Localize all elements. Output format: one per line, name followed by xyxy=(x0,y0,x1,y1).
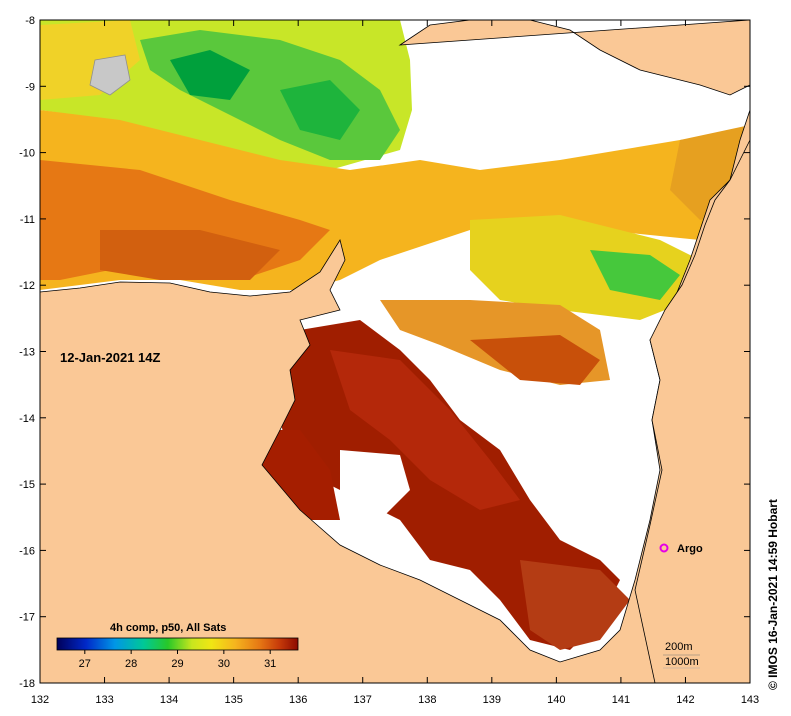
argo-label: Argo xyxy=(677,543,703,555)
x-tick-label: 135 xyxy=(224,694,242,706)
y-tick-label: -9 xyxy=(25,81,35,93)
x-tick-label: 132 xyxy=(31,694,49,706)
y-tick-label: -11 xyxy=(20,214,35,226)
colorbar-ticks: 27 28 29 30 31 xyxy=(79,650,276,670)
y-tick-label: -16 xyxy=(19,545,35,557)
y-tick-label: -14 xyxy=(19,413,35,425)
x-tick-label: 142 xyxy=(676,694,694,706)
colorbar-tick-label: 30 xyxy=(218,658,230,670)
x-tick-label: 141 xyxy=(612,694,630,706)
y-tick-label: -18 xyxy=(19,678,35,690)
x-tick-label: 133 xyxy=(95,694,113,706)
x-tick-label: 138 xyxy=(418,694,436,706)
argo-marker-icon xyxy=(659,543,669,553)
colorbar-tick-label: 31 xyxy=(264,658,276,670)
y-tick-label: -12 xyxy=(19,280,35,292)
y-tick-label: -15 xyxy=(19,479,35,491)
x-tick-label: 143 xyxy=(741,694,759,706)
y-tick-label: -13 xyxy=(19,347,35,359)
colorbar-gradient xyxy=(56,637,299,651)
argo-float[interactable]: Argo xyxy=(659,543,703,555)
colorbar-tick-label: 29 xyxy=(171,658,183,670)
x-axis: 132 133 134 135 136 137 138 139 140 141 142 143 xyxy=(31,20,759,706)
x-tick-label: 137 xyxy=(354,694,372,706)
colorbar-title: 4h comp, p50, All Sats xyxy=(110,622,226,634)
y-tick-label: -17 xyxy=(19,612,35,624)
y-tick-label: -10 xyxy=(19,148,35,160)
contour-1000m: 1000m xyxy=(665,656,699,668)
sst-field xyxy=(40,20,750,650)
colorbar: 4h comp, p50, All Sats 27 28 29 30 31 xyxy=(56,622,299,670)
x-tick-label: 136 xyxy=(289,694,307,706)
x-tick-label: 140 xyxy=(547,694,565,706)
x-tick-label: 139 xyxy=(483,694,501,706)
contour-legend: 200m 1000m xyxy=(663,641,700,669)
timestamp-label: 12-Jan-2021 14Z xyxy=(60,350,161,365)
imos-credit: © IMOS 16-Jan-2021 14:59 Hobart xyxy=(766,499,780,690)
colorbar-tick-label: 28 xyxy=(125,658,137,670)
x-tick-label: 134 xyxy=(160,694,178,706)
y-axis: -8 -9 -10 -11 -12 -13 -14 -15 -16 -17 -18 xyxy=(19,15,750,690)
y-tick-label: -8 xyxy=(25,15,35,27)
land xyxy=(40,20,750,683)
colorbar-tick-label: 27 xyxy=(79,658,91,670)
contour-200m: 200m xyxy=(665,641,693,653)
